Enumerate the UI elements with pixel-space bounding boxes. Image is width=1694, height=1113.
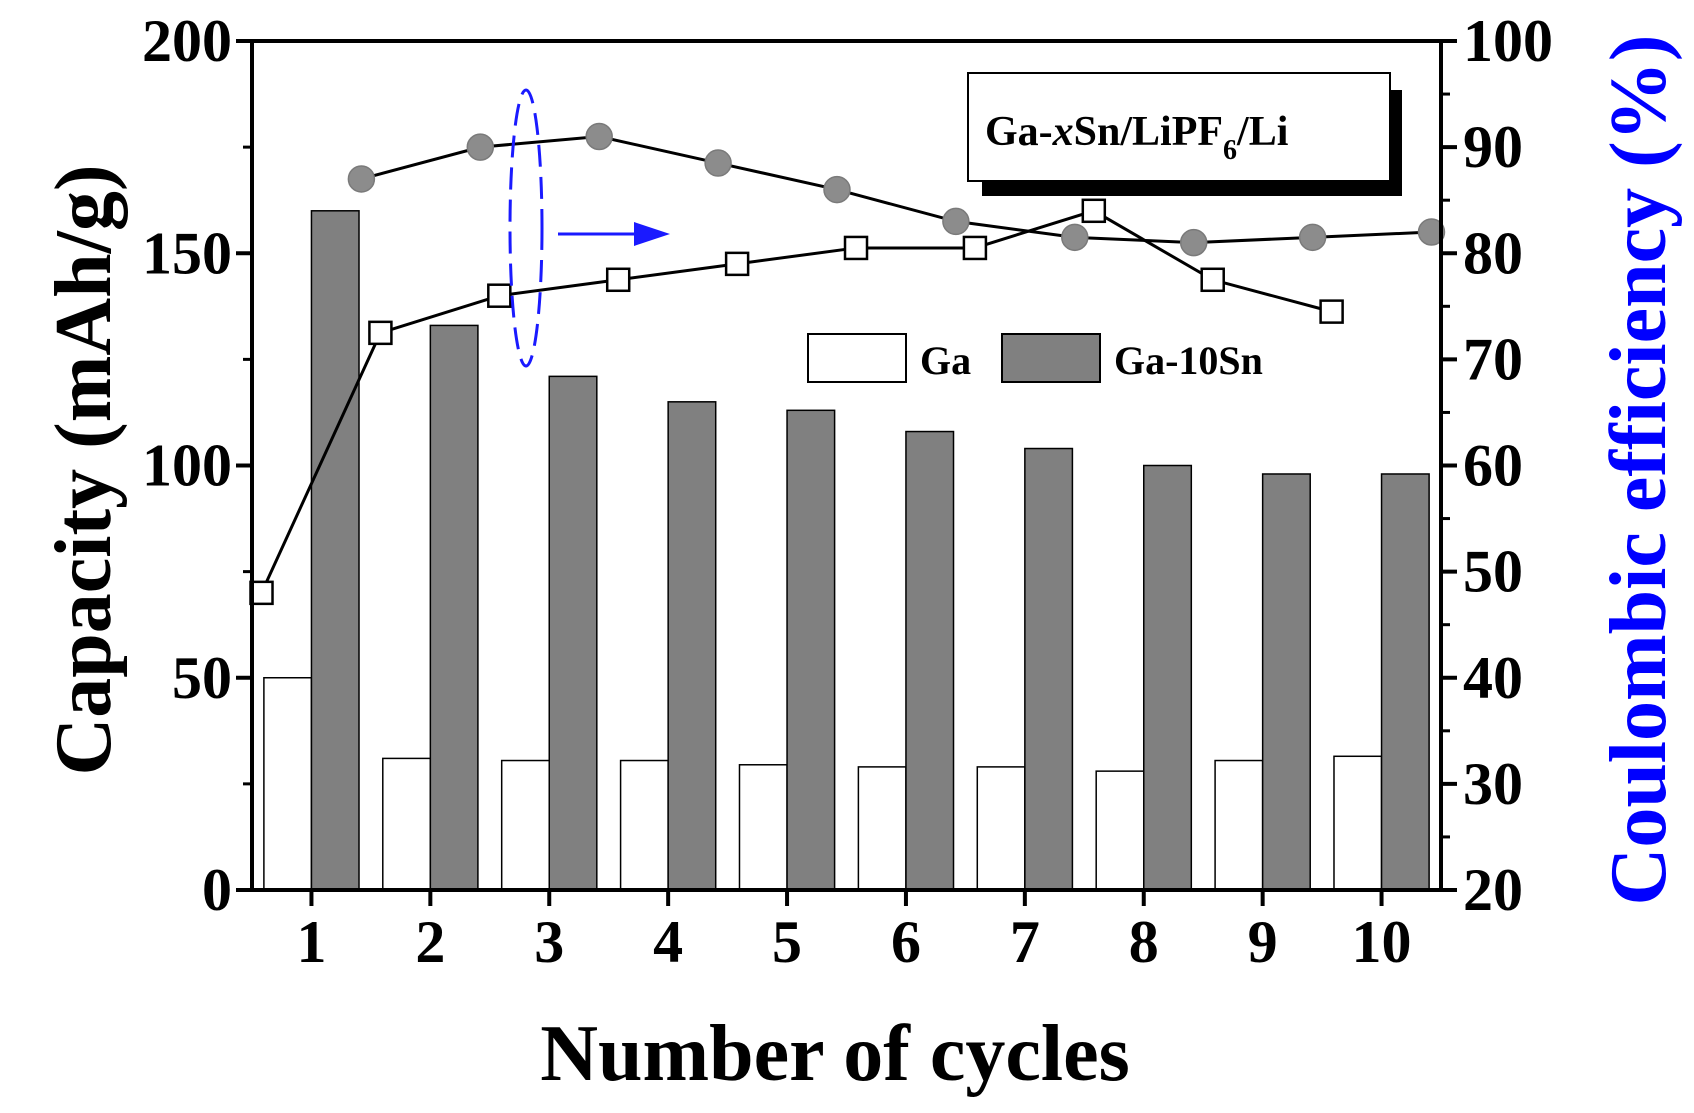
x-axis-title: Number of cycles bbox=[540, 1010, 1130, 1098]
x-tick-label-8: 8 bbox=[1129, 909, 1159, 975]
dashed-ellipse-annotation bbox=[508, 88, 544, 368]
x-tick-label-6: 6 bbox=[891, 909, 921, 975]
y2-tick-label-80: 80 bbox=[1463, 220, 1523, 286]
bar-ga-10sn-cycle-5 bbox=[786, 409, 836, 891]
bar-ga-cycle-8 bbox=[1095, 770, 1145, 891]
marker-square-ga-cycle-2 bbox=[368, 320, 393, 346]
y2-tick-label-90: 90 bbox=[1463, 114, 1523, 180]
marker-circle-ga10sn-cycle-4 bbox=[704, 149, 732, 177]
bar-ga-cycle-2 bbox=[382, 757, 432, 891]
bar-ga-cycle-1 bbox=[263, 677, 313, 891]
x-tick-label-10: 10 bbox=[1352, 909, 1412, 975]
y-tick-label-50: 50 bbox=[172, 645, 232, 711]
x-tick-label-7: 7 bbox=[1010, 909, 1040, 975]
bar-ga-10sn-cycle-7 bbox=[1024, 447, 1074, 891]
x-tick-label-2: 2 bbox=[415, 909, 445, 975]
y2-tick-label-50: 50 bbox=[1463, 539, 1523, 605]
y2-tick-label-30: 30 bbox=[1463, 751, 1523, 817]
axes-layer: 0 50 100 150 200 20 30 40 50 60 70 80 90 100 1 2 3 4 5 6 7 8 9… bbox=[142, 8, 1553, 975]
chart-title: Ga-xSn/LiPF6/Li bbox=[985, 109, 1289, 166]
bar-ga-10sn-cycle-4 bbox=[667, 401, 717, 891]
marker-square-ga-cycle-8 bbox=[1081, 198, 1107, 224]
bar-ga-cycle-4 bbox=[619, 759, 669, 891]
marker-square-ga-cycle-10 bbox=[1319, 299, 1344, 324]
marker-circle-ga10sn-cycle-1 bbox=[347, 165, 376, 193]
bars-layer bbox=[263, 210, 1430, 891]
annotation bbox=[508, 88, 670, 368]
bar-ga-10sn-cycle-1 bbox=[310, 210, 360, 891]
legend-label-ga10sn: Ga-10Sn bbox=[1114, 338, 1263, 383]
bar-ga-cycle-3 bbox=[500, 759, 551, 891]
y-tick-label-200: 200 bbox=[142, 8, 232, 74]
efficiency-line-ga bbox=[260, 209, 1333, 594]
bar-ga-cycle-7 bbox=[976, 766, 1026, 891]
legend-swatch-ga10sn bbox=[1001, 333, 1101, 383]
marker-circle-ga10sn-cycle-9 bbox=[1298, 223, 1327, 252]
legend-label-ga: Ga bbox=[920, 338, 971, 383]
marker-circle-ga10sn-cycle-3 bbox=[585, 122, 613, 151]
y-tick-label-100: 100 bbox=[142, 433, 232, 499]
bar-ga-10sn-cycle-10 bbox=[1380, 473, 1430, 891]
x-tick-label-9: 9 bbox=[1248, 909, 1278, 975]
bar-ga-cycle-6 bbox=[857, 766, 907, 891]
bar-ga-cycle-10 bbox=[1333, 755, 1383, 891]
x-tick-label-4: 4 bbox=[653, 909, 683, 975]
title-box-frame bbox=[967, 72, 1391, 182]
legend-swatch-ga bbox=[807, 333, 907, 383]
marker-square-ga-cycle-9 bbox=[1200, 267, 1225, 293]
x-tick-label-5: 5 bbox=[772, 909, 802, 975]
marker-circle-ga10sn-cycle-10 bbox=[1417, 218, 1446, 246]
marker-square-ga-cycle-3 bbox=[487, 283, 512, 308]
marker-circle-ga10sn-cycle-2 bbox=[466, 133, 495, 161]
bar-ga-10sn-cycle-8 bbox=[1143, 464, 1193, 891]
marker-square-ga-cycle-4 bbox=[605, 267, 631, 293]
marker-circle-ga10sn-cycle-8 bbox=[1179, 228, 1208, 257]
y-axis-title: Capacity (mAh/g) bbox=[40, 164, 128, 775]
y2-tick-label-20: 20 bbox=[1463, 857, 1523, 923]
bar-ga-cycle-9 bbox=[1214, 759, 1264, 891]
y-tick-label-150: 150 bbox=[142, 220, 232, 286]
y2-axis-title: Coulombic efficiency (%) bbox=[1595, 35, 1683, 906]
marker-circle-ga10sn-cycle-7 bbox=[1061, 223, 1089, 252]
lines-layer bbox=[249, 122, 1446, 606]
y2-tick-label-100: 100 bbox=[1463, 8, 1553, 74]
bar-ga-10sn-cycle-9 bbox=[1261, 473, 1311, 891]
marker-circle-ga10sn-cycle-5 bbox=[823, 175, 851, 204]
y-tick-label-0: 0 bbox=[202, 857, 232, 923]
x-tick-label-3: 3 bbox=[534, 909, 564, 975]
y2-tick-label-40: 40 bbox=[1463, 645, 1523, 711]
y2-tick-label-60: 60 bbox=[1463, 433, 1523, 499]
bar-ga-cycle-5 bbox=[738, 764, 788, 891]
bar-ga-10sn-cycle-6 bbox=[905, 430, 955, 891]
marker-square-ga-cycle-6 bbox=[843, 235, 869, 261]
x-tick-label-1: 1 bbox=[296, 909, 326, 975]
marker-circle-ga10sn-cycle-6 bbox=[942, 207, 970, 236]
title-box: Ga-xSn/LiPF6/Li bbox=[967, 72, 1402, 196]
efficiency-line-ga-10sn bbox=[361, 134, 1432, 245]
legend: Ga Ga-10Sn bbox=[807, 333, 1263, 383]
marker-square-ga-cycle-7 bbox=[962, 235, 988, 261]
y2-tick-label-70: 70 bbox=[1463, 326, 1523, 392]
marker-square-ga-cycle-5 bbox=[724, 251, 750, 277]
arrow-right-icon bbox=[634, 222, 670, 246]
bar-ga-10sn-cycle-2 bbox=[429, 324, 479, 891]
bar-ga-10sn-cycle-3 bbox=[548, 375, 598, 891]
